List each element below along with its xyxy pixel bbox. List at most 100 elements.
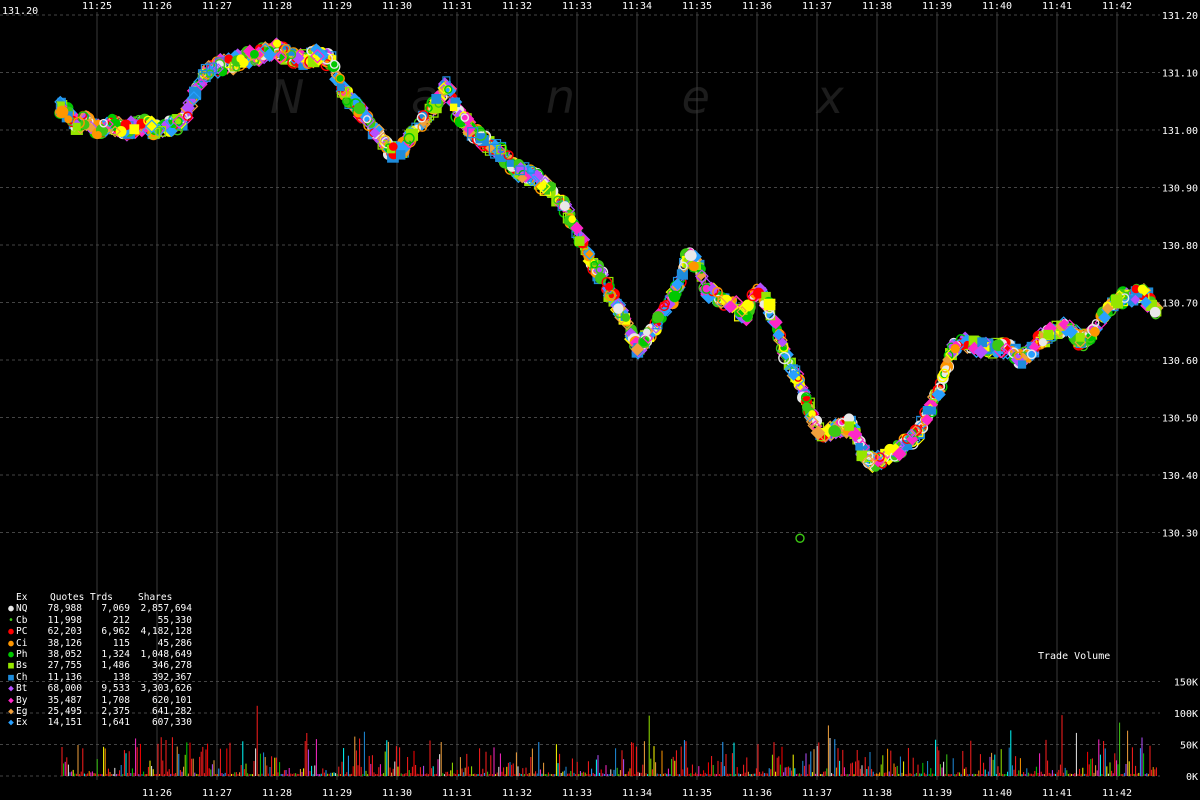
trade-marker <box>329 59 339 69</box>
outlier-marker <box>795 533 805 543</box>
trade-marker <box>921 413 934 426</box>
trade-marker <box>337 83 345 92</box>
trade-marker <box>425 104 433 113</box>
trade-marker <box>273 39 282 48</box>
x-tick-label-top: 11:36 <box>742 1 772 12</box>
legend-row-pc: ● PC 62,203 6,962 4,182,128 <box>6 626 192 637</box>
trade-marker <box>650 323 662 334</box>
trade-marker <box>1064 324 1078 339</box>
trade-marker <box>262 47 277 62</box>
x-tick-label-top: 11:27 <box>202 1 232 12</box>
legend-trds: 115 <box>112 637 130 649</box>
trade-marker <box>467 127 479 139</box>
x-tick-label-bottom: 11:29 <box>322 788 352 799</box>
x-tick-label-bottom: 11:42 <box>1102 788 1132 799</box>
trade-marker <box>239 57 249 68</box>
legend-trds: 1,324 <box>101 649 130 661</box>
legend-row-nq: ● NQ 78,988 7,069 2,857,694 <box>6 603 192 614</box>
trade-marker <box>536 179 551 194</box>
x-tick-label-bottom: 11:27 <box>202 788 232 799</box>
trade-marker <box>861 454 876 470</box>
legend-shares: 346,278 <box>151 660 192 672</box>
legend-marker-icon: • <box>8 614 14 626</box>
trade-marker <box>94 130 102 139</box>
legend-ex: Bt <box>16 683 28 695</box>
legend-marker-icon: ■ <box>8 671 14 683</box>
trade-marker <box>353 102 366 115</box>
legend-quotes: 62,203 <box>47 626 82 638</box>
trade-marker <box>213 59 226 71</box>
legend-shares: 4,182,128 <box>140 626 192 638</box>
trade-marker <box>604 282 614 291</box>
x-tick-label-bottom: 11:28 <box>262 788 292 799</box>
trade-marker <box>280 44 291 54</box>
y-tick-label: 131.00 <box>1162 126 1198 137</box>
trade-marker <box>444 85 453 94</box>
trade-marker <box>810 425 826 441</box>
trade-marker <box>694 269 709 284</box>
trade-marker <box>310 48 325 64</box>
trade-marker <box>1130 294 1141 305</box>
trade-marker <box>746 288 759 302</box>
x-tick-label-top: 11:28 <box>262 1 292 12</box>
legend-header-shares: Shares <box>138 592 173 603</box>
x-tick-label-top: 11:34 <box>622 1 652 12</box>
trade-marker <box>310 43 323 56</box>
legend-marker-icon: ◆ <box>8 706 14 718</box>
trade-marker <box>777 337 788 348</box>
x-tick-label-top: 11:39 <box>922 1 952 12</box>
x-tick-label-top: 11:30 <box>382 1 412 12</box>
trade-marker <box>1017 360 1027 369</box>
trade-marker <box>376 131 390 146</box>
trade-marker <box>938 368 950 380</box>
legend-row-ch: ■ Ch 11,136 138 392,367 <box>6 672 192 683</box>
legend-shares: 55,330 <box>157 614 192 626</box>
trade-marker <box>590 260 599 269</box>
trade-marker <box>369 127 381 139</box>
trade-marker <box>583 247 596 260</box>
trade-marker <box>973 344 988 359</box>
legend-trds: 212 <box>112 614 130 626</box>
trade-marker <box>1000 342 1013 355</box>
legend-marker-icon: ◆ <box>8 694 14 706</box>
trade-marker <box>155 126 167 137</box>
exchange-legend: Ex Quotes Trds Shares ● NQ 78,988 7,069 2,85… <box>6 592 192 729</box>
legend-shares: 3,303,626 <box>140 683 192 695</box>
x-tick-label-top: 11:41 <box>1042 1 1072 12</box>
trade-marker <box>1038 338 1047 347</box>
legend-row-bt: ◆ Bt 68,000 9,533 3,303,626 <box>6 683 192 694</box>
trade-marker <box>362 115 371 124</box>
trade-marker <box>115 126 127 137</box>
trade-marker <box>460 113 470 122</box>
legend-quotes: 27,755 <box>47 660 82 672</box>
legend-ex: Ci <box>16 637 28 649</box>
legend-quotes: 11,998 <box>47 614 82 626</box>
x-tick-label-bottom: 11:31 <box>442 788 472 799</box>
trade-marker <box>503 150 514 161</box>
trade-marker <box>931 387 946 402</box>
volume-tick-label: 50K <box>1180 741 1198 752</box>
trade-marker <box>678 261 688 271</box>
x-tick-label-bottom: 11:35 <box>682 788 712 799</box>
trade-marker <box>197 73 209 84</box>
y-tick-label: 130.50 <box>1162 414 1198 425</box>
y-tick-label: 130.40 <box>1162 471 1198 482</box>
y-tick-label: 131.20 <box>1162 11 1198 22</box>
trade-marker <box>129 124 140 135</box>
legend-quotes: 68,000 <box>47 683 82 695</box>
trade-marker <box>875 452 885 462</box>
trade-marker <box>1028 341 1040 353</box>
trade-marker <box>712 286 723 298</box>
legend-row-cb: • Cb 11,998 212 55,330 <box>6 615 192 626</box>
trade-marker <box>1043 329 1054 340</box>
y-tick-label-left: 131.20 <box>2 6 38 17</box>
x-tick-label-bottom: 11:34 <box>622 788 652 799</box>
trade-marker <box>232 63 241 72</box>
trade-marker <box>55 105 69 119</box>
legend-row-ph: ● Ph 38,052 1,324 1,048,649 <box>6 649 192 660</box>
x-tick-label-top: 11:26 <box>142 1 172 12</box>
x-tick-label-top: 11:29 <box>322 1 352 12</box>
trade-marker <box>373 123 385 136</box>
legend-ex: PC <box>16 626 28 638</box>
